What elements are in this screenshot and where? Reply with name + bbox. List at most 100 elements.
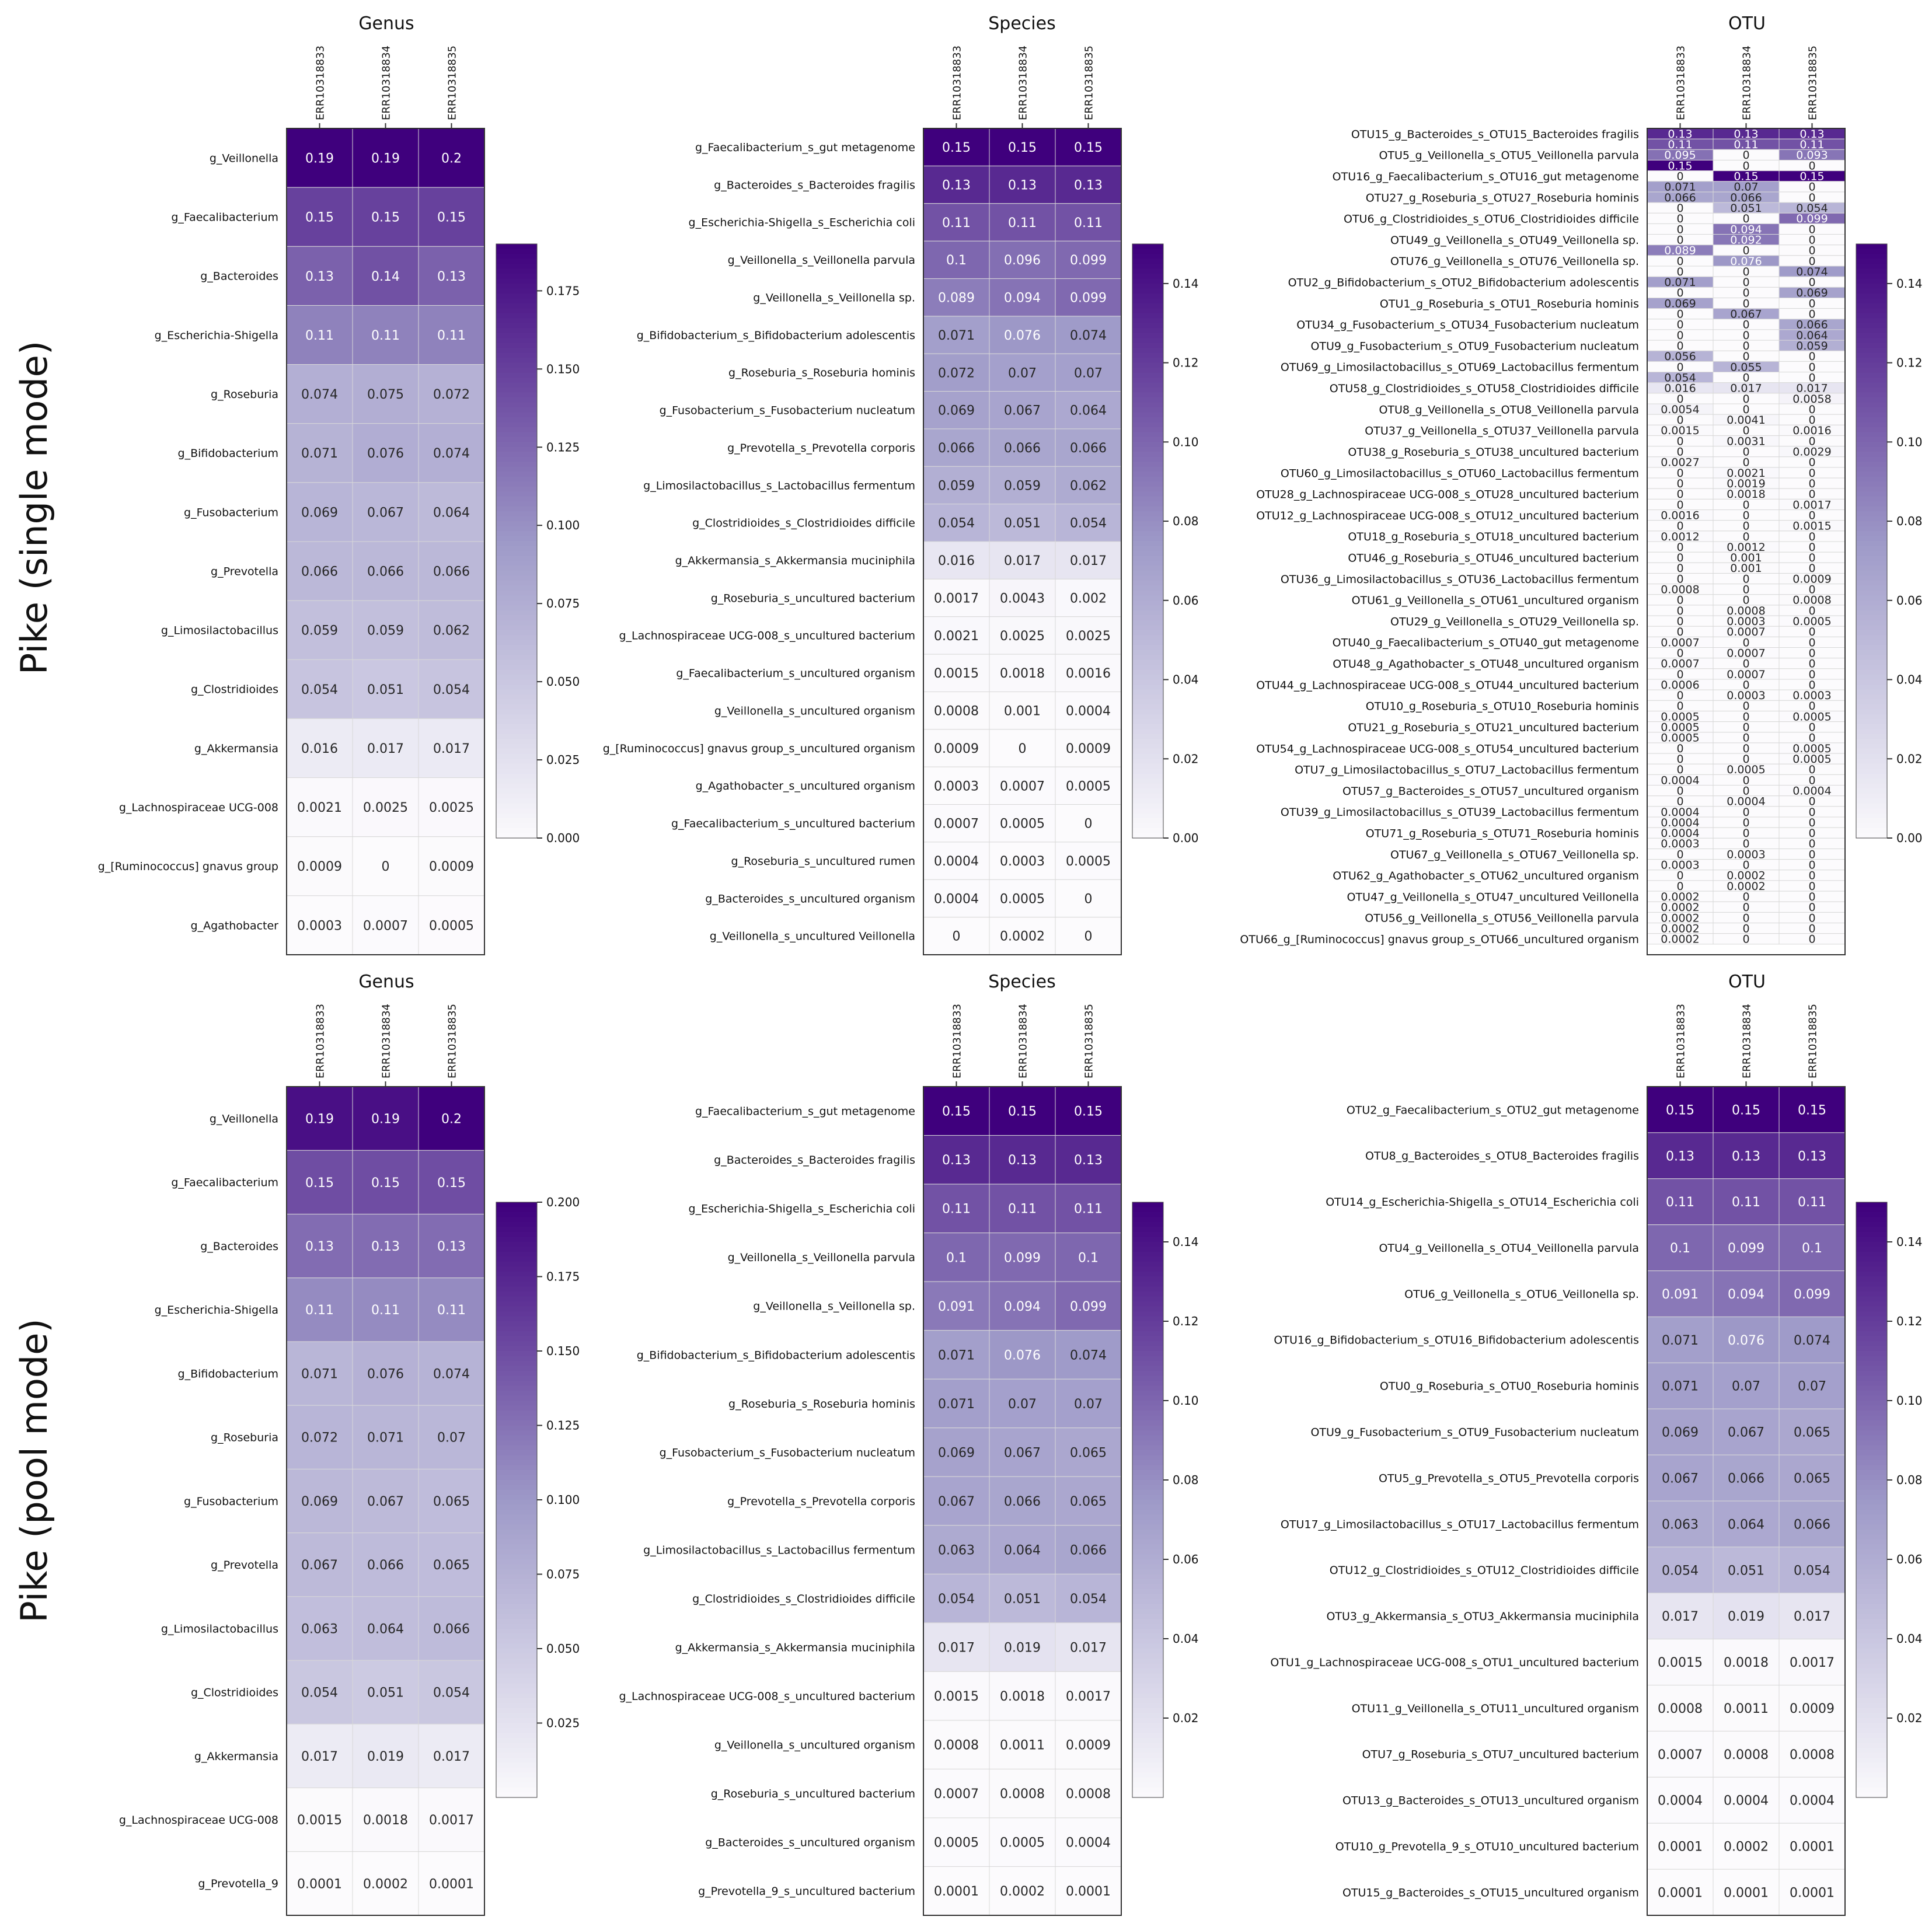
colorbar-gradient-band (496, 620, 537, 626)
colorbar-gradient-band (496, 1609, 537, 1615)
colorbar-tick-label: 0.150 (546, 1344, 580, 1358)
cell-value: 0.074 (433, 446, 470, 461)
colorbar-gradient-band (1856, 288, 1887, 294)
colorbar-gradient-band (1132, 531, 1163, 537)
cell-value: 0 (1742, 350, 1749, 363)
y-tick-label: OTU16_g_Bifidobacterium_s_OTU16_Bifidoba… (1274, 1334, 1639, 1347)
y-tick-label: g_Fusobacterium_s_Fusobacterium nucleatu… (660, 1446, 915, 1459)
cell-value: 0.017 (1004, 554, 1041, 568)
cell-value: 0 (1742, 584, 1749, 596)
cell-value: 0 (1742, 933, 1749, 946)
colorbar-gradient-band (1856, 1361, 1887, 1367)
colorbar-tick-label: 0.12 (1173, 356, 1199, 370)
x-tick-label: ERR10318834 (1017, 1004, 1030, 1078)
colorbar-gradient-band (1856, 645, 1887, 651)
cell-value: 0.0043 (1000, 591, 1045, 606)
cell-value: 0.19 (371, 151, 400, 166)
colorbar-gradient-band (1856, 1385, 1887, 1391)
colorbar-gradient-band (496, 645, 537, 651)
cell-value: 0.0001 (1066, 1884, 1111, 1899)
colorbar-gradient-band (496, 318, 537, 324)
y-tick-label: g_Veillonella_s_Veillonella sp. (753, 1300, 915, 1313)
heatmap-cell (989, 1622, 1056, 1672)
colorbar-gradient-band (1132, 1356, 1163, 1362)
heatmap-cell (286, 187, 353, 247)
colorbar-gradient-band (496, 1282, 537, 1287)
colorbar-gradient-band (1856, 724, 1887, 730)
cell-value: 0.07 (1008, 1397, 1037, 1412)
cell-value: 0.0008 (934, 1739, 979, 1753)
row-label-0: Pike (single mode) (13, 341, 55, 675)
colorbar-gradient-band (1856, 714, 1887, 720)
heatmap-cell (352, 895, 419, 955)
heatmap-cell (286, 128, 353, 188)
cell-value: 0.07 (1008, 366, 1037, 380)
colorbar-gradient-band (496, 709, 537, 715)
cell-value: 0.054 (301, 683, 338, 697)
colorbar-gradient-band (1856, 422, 1887, 428)
heatmap-cell (1055, 729, 1122, 767)
colorbar-gradient-band (1856, 1480, 1887, 1486)
colorbar-gradient-band (1856, 531, 1887, 537)
colorbar-gradient-band (1856, 397, 1887, 403)
colorbar-gradient-band (496, 541, 537, 547)
heatmap-cell (1778, 1178, 1846, 1226)
heatmap-frame (923, 1086, 1122, 1916)
cell-value: 0.15 (1734, 170, 1758, 183)
cell-value: 0.0003 (1661, 837, 1699, 850)
y-tick-label: OTU40_g_Faecalibacterium_s_OTU40_gut met… (1333, 637, 1639, 650)
colorbar-gradient-band (1856, 1544, 1887, 1550)
cell-value: 0.0002 (1661, 912, 1699, 924)
cell-value: 0 (1742, 319, 1749, 331)
cell-value: 0 (1808, 605, 1815, 617)
cell-value: 0.063 (1662, 1517, 1699, 1532)
colorbar-gradient-band (496, 1663, 537, 1669)
cell-value: 0.067 (367, 1495, 404, 1509)
cell-value: 0 (1742, 266, 1749, 278)
colorbar-gradient-band (1132, 1346, 1163, 1352)
cell-value: 0 (1676, 255, 1683, 268)
cell-value: 0.0001 (1658, 1886, 1703, 1900)
panel-title: Genus (358, 972, 414, 992)
cell-value: 0.016 (301, 742, 338, 756)
colorbar-gradient-band (496, 1272, 537, 1277)
cell-value: 0.054 (1794, 1563, 1830, 1578)
y-tick-label: g_Escherichia-Shigella_s_Escherichia col… (689, 217, 915, 229)
colorbar-gradient-band (1132, 1316, 1163, 1322)
y-tick-label: g_Bacteroides (200, 270, 278, 283)
colorbar-gradient-band (1132, 714, 1163, 720)
cell-value: 0.0031 (1727, 435, 1765, 448)
colorbar-tick-label: 0.14 (1896, 277, 1923, 291)
colorbar-gradient-band (1856, 1500, 1887, 1506)
colorbar-gradient-band (1132, 560, 1163, 567)
colorbar-gradient-band (1132, 1401, 1163, 1406)
colorbar-gradient-band (1856, 1227, 1887, 1233)
cell-value: 0.067 (1004, 1446, 1041, 1460)
y-tick-label: g_Akkermansia_s_Akkermansia muciniphila (675, 554, 915, 567)
cell-value: 0.11 (305, 329, 334, 343)
heatmap-cell (1055, 165, 1122, 204)
colorbar-gradient-band (1856, 1376, 1887, 1381)
colorbar-gradient-band (1856, 1371, 1887, 1377)
colorbar-gradient-band (496, 283, 537, 289)
cell-value: 0.0002 (1661, 933, 1699, 946)
colorbar-gradient-band (1856, 1718, 1887, 1724)
cell-value: 0 (1808, 647, 1815, 659)
heatmap-cell (989, 917, 1056, 955)
colorbar-gradient-band (1132, 1743, 1163, 1748)
colorbar-gradient-band (496, 511, 537, 517)
colorbar-gradient-band (496, 1649, 537, 1654)
cell-value: 0.0016 (1792, 424, 1831, 437)
colorbar-gradient-band (496, 1470, 537, 1476)
colorbar-gradient-band (496, 462, 537, 467)
colorbar-gradient-band (1856, 1579, 1887, 1585)
cell-value: 0 (1742, 774, 1749, 787)
colorbar-gradient-band (496, 1405, 537, 1411)
colorbar-gradient-band (1132, 1639, 1163, 1645)
colorbar-gradient-band (1856, 244, 1887, 250)
colorbar-gradient-band (496, 1485, 537, 1490)
colorbar-gradient-band (1856, 769, 1887, 774)
cell-value: 0 (1676, 202, 1683, 215)
colorbar-gradient-band (1132, 476, 1163, 483)
heatmap-cell (923, 353, 990, 392)
